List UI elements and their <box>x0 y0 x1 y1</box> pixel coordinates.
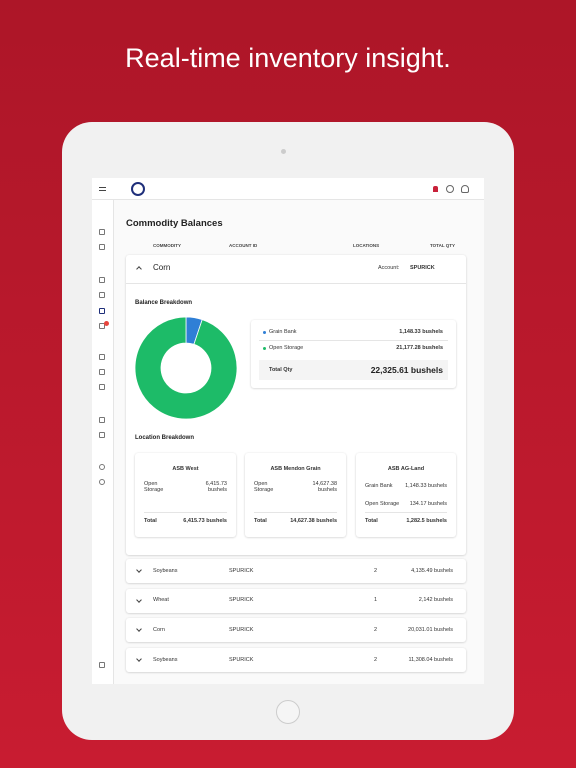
commodity-row[interactable] <box>126 559 466 583</box>
chevron[interactable] <box>136 266 142 272</box>
section-title: Location Breakdown <box>135 435 195 442</box>
location-total-label: Total <box>254 517 267 524</box>
total-qty: 4,135.49 bushels <box>411 567 453 574</box>
account-id: SPURICK <box>229 597 254 604</box>
top-bar <box>92 178 484 200</box>
commodity-name: Soybeans <box>153 656 178 663</box>
headline: Real-time inventory insight. <box>125 43 451 73</box>
total-qty: 11,308.04 bushels <box>408 656 453 663</box>
storage-value: 1,148.33 bushels <box>405 482 447 489</box>
total-qty: 20,031.01 bushels <box>408 627 453 634</box>
divider <box>259 340 448 341</box>
commodity-row[interactable] <box>126 588 466 613</box>
nav-icon[interactable] <box>99 277 105 283</box>
location-card <box>356 453 456 537</box>
legend-dot <box>263 346 266 350</box>
location-card <box>135 453 236 537</box>
nav-icon[interactable] <box>99 464 105 470</box>
commodity-name: Corn <box>153 263 171 273</box>
help-icon[interactable] <box>446 185 454 193</box>
commodity-name: Corn <box>153 627 165 634</box>
total-row-bg <box>259 360 448 380</box>
logo <box>131 182 145 196</box>
nav-icon[interactable] <box>99 244 105 250</box>
nav-icon[interactable] <box>99 369 105 375</box>
bell-icon[interactable] <box>433 186 438 192</box>
storage-type: Open Storage <box>144 480 164 494</box>
commodity-row[interactable] <box>126 648 466 673</box>
divider <box>254 512 337 513</box>
nav-icon[interactable] <box>99 384 105 390</box>
total-qty: 2,142 bushels <box>418 597 453 604</box>
nav-icon[interactable] <box>99 323 105 329</box>
location-total: 1,282.5 bushels <box>406 517 447 524</box>
total-value: 22,325.61 bushels <box>370 364 443 375</box>
account-id: SPURICK <box>410 264 435 271</box>
account-label: Account: <box>378 264 400 271</box>
nav-icon[interactable] <box>99 417 105 423</box>
nav-icon[interactable] <box>99 479 105 485</box>
storage-type: Grain Bank <box>365 482 393 489</box>
legend-name: Grain Bank <box>269 328 297 335</box>
legend-value: 1,148.33 bushels <box>399 328 443 335</box>
nav-icon[interactable] <box>99 354 105 360</box>
nav-icon[interactable] <box>99 662 105 668</box>
locations: 2 <box>374 656 378 663</box>
account-id: SPURICK <box>229 627 254 634</box>
location-name: ASB AG-Land <box>387 465 425 472</box>
locations: 1 <box>374 597 378 604</box>
divider <box>365 512 447 513</box>
divider <box>144 512 227 513</box>
commodity-name: Wheat <box>153 597 169 604</box>
badge <box>104 321 109 326</box>
column-header: COMMODITY <box>153 243 181 249</box>
storage-type: Open Storage <box>254 480 274 494</box>
nav-icon[interactable] <box>99 229 105 235</box>
storage-value: 14,627.38 bushels <box>312 480 337 494</box>
commodity-row[interactable] <box>126 618 466 643</box>
page-title: Commodity Balances <box>126 218 223 230</box>
column-header: TOTAL QTY <box>430 243 456 249</box>
column-header: ACCOUNT ID <box>229 243 258 249</box>
location-card <box>245 453 346 537</box>
nav-icon[interactable] <box>99 308 105 314</box>
location-name: ASB West <box>172 465 199 472</box>
nav-icon[interactable] <box>99 292 105 298</box>
storage-value: 6,415.73 bushels <box>205 480 227 494</box>
home-button[interactable] <box>276 700 300 724</box>
locations: 2 <box>374 627 378 634</box>
camera <box>281 149 286 154</box>
commodity-name: Soybeans <box>153 567 178 574</box>
location-name: ASB Mendon Grain <box>270 465 321 472</box>
location-total-label: Total <box>365 517 378 524</box>
location-total-label: Total <box>144 517 157 524</box>
storage-value: 134.17 bushels <box>409 500 447 507</box>
legend-name: Open Storage <box>269 344 304 351</box>
total-label: Total Qty <box>269 366 293 373</box>
location-total: 14,627.38 bushels <box>290 517 337 524</box>
legend-dot <box>263 330 266 334</box>
nav-icon[interactable] <box>99 432 105 438</box>
divider <box>126 283 466 284</box>
locations: 2 <box>374 567 378 574</box>
user-icon[interactable] <box>461 185 469 193</box>
account-id: SPURICK <box>229 656 254 663</box>
legend-value: 21,177.28 bushels <box>396 344 443 351</box>
location-total: 6,415.73 bushels <box>183 517 227 524</box>
column-header: LOCATIONS <box>353 243 380 249</box>
storage-type: Open Storage <box>365 500 400 507</box>
menu-icon[interactable] <box>99 187 106 191</box>
section-title: Balance Breakdown <box>135 300 193 307</box>
account-id: SPURICK <box>229 567 254 574</box>
